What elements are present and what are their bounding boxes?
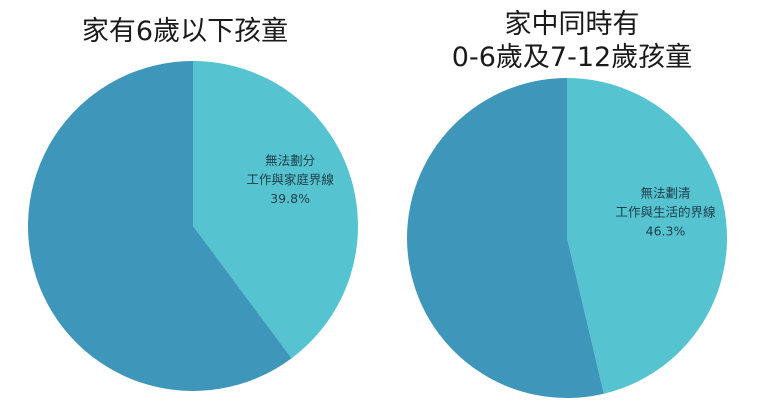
slice-label-line: 工作與家庭界線 — [246, 172, 334, 187]
slice-value-label: 39.8% — [270, 191, 310, 206]
pie-slice — [407, 78, 604, 398]
chart-title-line: 0-6歲及7-12歲孩童 — [452, 42, 692, 73]
chart-title-line: 家有6歲以下孩童 — [82, 16, 288, 47]
chart-title-line: 家中同時有 — [505, 9, 640, 40]
slice-label-line: 無法劃分 — [265, 153, 315, 168]
pie-slice — [193, 61, 358, 359]
pie-slice — [567, 78, 728, 394]
slice-label-line: 無法劃清 — [640, 186, 690, 201]
slice-value-label: 46.3% — [646, 224, 686, 239]
pie-slice — [27, 61, 292, 391]
slice-label-line: 工作與生活的界線 — [615, 205, 716, 220]
